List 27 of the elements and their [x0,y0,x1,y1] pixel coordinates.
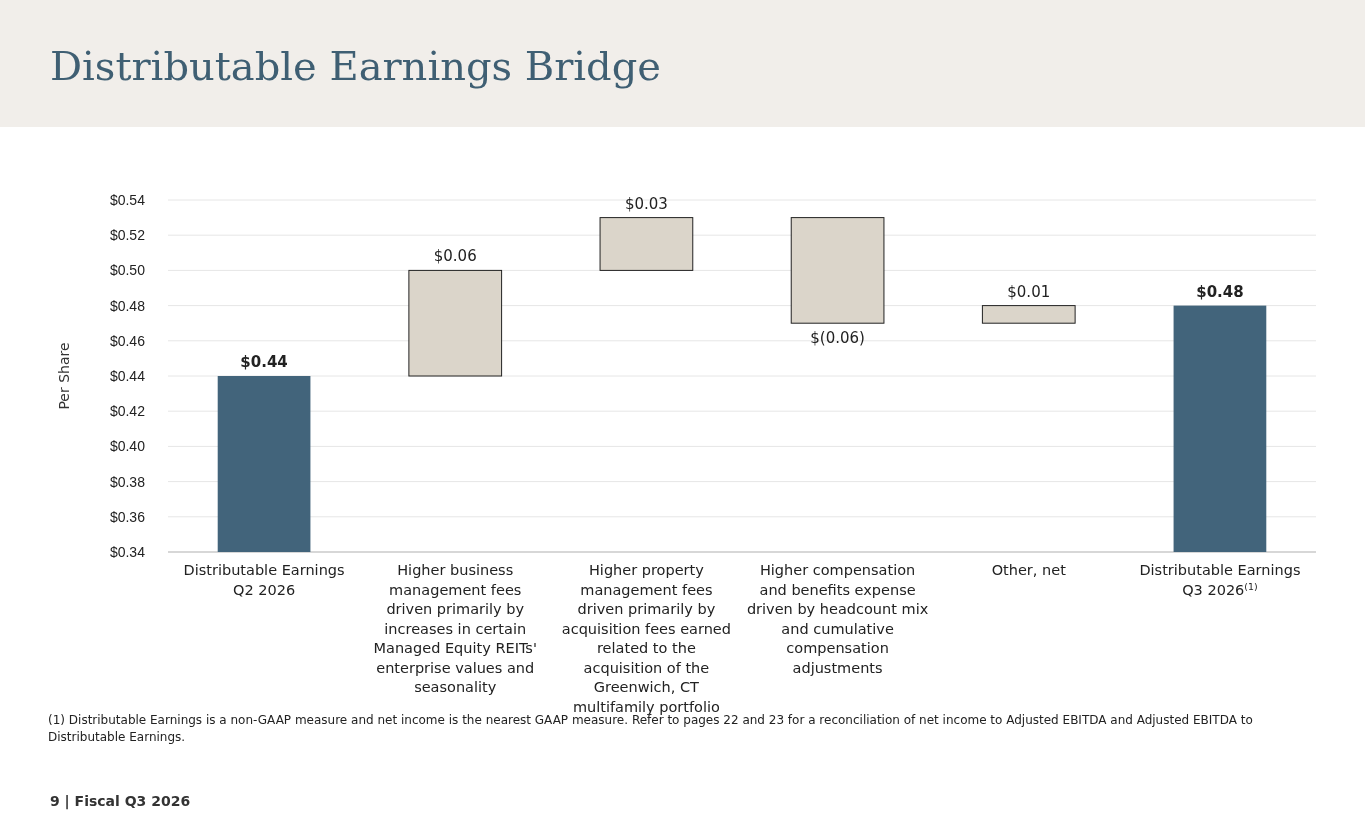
y-tick-label: $0.48 [109,297,146,314]
data-label: $0.48 [1196,282,1244,301]
y-tick-label: $0.54 [109,191,146,208]
x-tick-label: Higher business management fees driven primarily by increases in certain Managed Equity REITs' enterprise values and seasonality [373,562,537,695]
x-tick-label: Distributable Earnings Q2 2026 [183,562,345,598]
data-label: $0.01 [1007,282,1051,301]
y-tick-label: $0.38 [109,473,146,490]
y-tick-label: $0.46 [109,332,146,349]
y-tick-label: $0.42 [109,403,146,420]
y-tick-label: $0.50 [109,262,146,279]
y-tick-label: $0.44 [109,367,146,384]
text: 9 | Fiscal Q3 2026 [50,793,191,810]
y-tick-label: $0.36 [109,508,146,525]
x-tick-label: Other, net [991,562,1067,578]
y-tick-label: $0.34 [109,543,146,560]
x-tick-label: Higher compensation and benefits expense driven by headcount mix and cumulative compensation adjustments [746,562,929,676]
y-tick-label: $0.40 [109,438,146,455]
data-label: $(0.06) [810,329,865,348]
y-axis-title: Per Share [56,342,72,410]
data-label: $0.06 [433,247,477,266]
y-tick-label: $0.52 [109,227,146,244]
data-label: $0.44 [240,353,288,371]
chart-title: Distributable Earnings Bridge [50,43,661,89]
x-tick-label: Higher property management fees driven primarily by acquisition fees earned related to the acquisition of the Greenwich, CT multifamily portfolio [561,562,732,715]
text: (1) Distributable Earnings is a non-GAAP measure and net income is the nearest GAAP measure. Refer to pages 22 and 23 for a reconciliation of net income to Adjusted EBITDA and Adjusted EBITDA to Distributable Earnings. [48,713,1253,744]
data-label: $0.03 [624,194,668,213]
x-tick-label: Distributable Earnings Q3 2026$^{(1)}$ [1139,562,1301,598]
